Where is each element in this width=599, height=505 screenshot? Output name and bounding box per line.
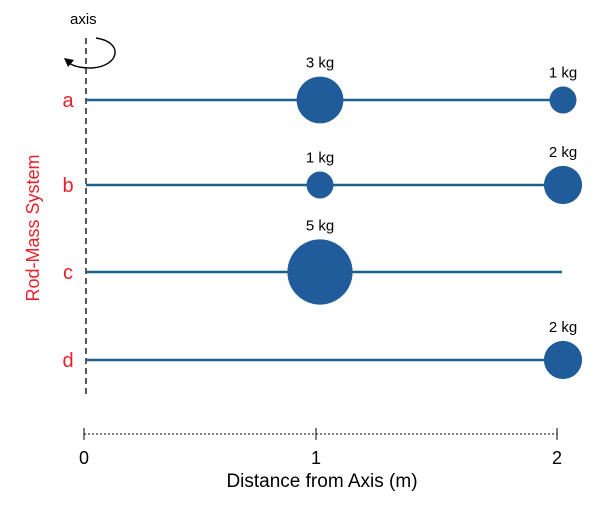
system-row-c: c 5 kg (63, 217, 562, 305)
system-row-d: d 2 kg (62, 319, 583, 380)
mass-label-a-2: 1 kg (549, 65, 577, 82)
rod-mass-rows: a 3 kg 1 kg b 1 kg 2 kg c 5 kg d 2 kg (62, 55, 583, 380)
system-row-b: b 1 kg 2 kg (62, 144, 583, 205)
tick-label-1: 1 (311, 448, 321, 468)
distance-axis: 0 1 2 Distance from Axis (m) (79, 428, 562, 492)
mass-label-a-1: 3 kg (306, 55, 334, 72)
mass-label-b-1: 1 kg (306, 150, 334, 167)
system-row-a: a 3 kg 1 kg (62, 55, 577, 124)
rotation-arrow-icon (64, 37, 116, 69)
tick-label-2: 2 (552, 448, 562, 468)
row-label-b: b (62, 175, 73, 197)
x-axis-title: Distance from Axis (m) (226, 471, 417, 492)
mass-a-2 (549, 86, 577, 114)
mass-label-d-1: 2 kg (549, 319, 577, 336)
row-label-d: d (62, 350, 73, 372)
y-axis-title: Rod-Mass System (23, 154, 43, 301)
row-label-c: c (63, 262, 73, 284)
mass-b-2 (543, 165, 583, 205)
mass-label-c-1: 5 kg (306, 217, 334, 234)
axis-label: axis (70, 11, 97, 28)
mass-b-1 (306, 171, 334, 199)
mass-c-1 (287, 239, 353, 305)
mass-d-1 (543, 340, 583, 380)
row-label-a: a (62, 90, 74, 112)
mass-a-1 (296, 76, 344, 124)
mass-label-b-2: 2 kg (549, 144, 577, 161)
tick-label-0: 0 (79, 448, 89, 468)
